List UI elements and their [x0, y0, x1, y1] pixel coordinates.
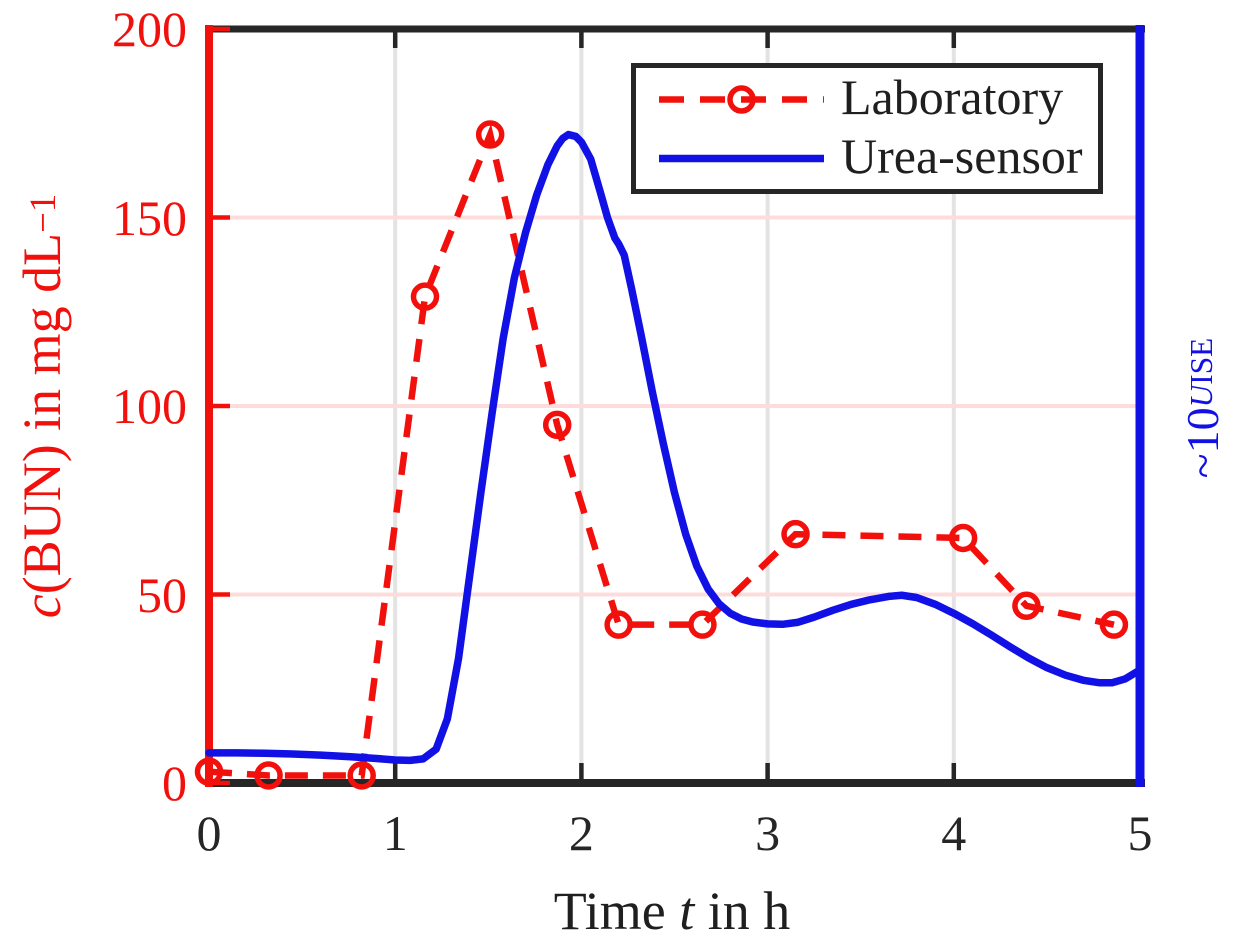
- y-tick-label-left: 0: [162, 755, 187, 811]
- legend-swatch-urea-sensor-solid-line: [659, 154, 824, 162]
- laboratory-marker: [542, 410, 572, 440]
- right-axis-title: ~10 U ISE: [1174, 258, 1230, 558]
- y-tick-label-left: 50: [137, 566, 187, 623]
- x-tick-label: 2: [568, 805, 594, 861]
- x-axis-title-variable: t: [679, 881, 695, 941]
- x-axis-title: Time t in h: [554, 880, 791, 941]
- x-axis-title-pre: Time: [553, 881, 680, 941]
- laboratory-marker: [347, 761, 376, 790]
- laboratory-marker: [948, 523, 978, 553]
- x-axis-title-post: in h: [694, 881, 791, 941]
- laboratory-marker: [1099, 610, 1129, 639]
- urea-sensor-line: [205, 130, 1144, 765]
- right-axis-title-pre: ~10: [1176, 407, 1228, 479]
- x-tick-label: 3: [755, 805, 781, 861]
- laboratory-line: [208, 123, 1115, 779]
- legend: Laboratory Urea-sensor: [631, 63, 1103, 194]
- legend-label-laboratory: Laboratory: [841, 69, 1064, 125]
- x-tick-label: 5: [1127, 805, 1153, 861]
- y-tick-label-left: 150: [112, 189, 187, 246]
- laboratory-marker: [475, 120, 505, 149]
- laboratory-marker: [781, 519, 810, 549]
- legend-swatch-laboratory-dashed-line: [659, 84, 824, 114]
- legend-label-urea-sensor: Urea-sensor: [841, 128, 1083, 184]
- y-tick-label-left: 100: [112, 378, 187, 434]
- laboratory-marker: [1012, 591, 1041, 621]
- y-tick-label-left: 200: [112, 1, 187, 57]
- x-tick-label: 1: [382, 805, 408, 861]
- legend-item-urea-sensor: Urea-sensor: [654, 129, 1098, 188]
- legend-item-laboratory: Laboratory: [654, 70, 1098, 129]
- laboratory-marker: [194, 757, 224, 786]
- laboratory-marker: [688, 610, 717, 639]
- right-axis-title-exponent: U: [1184, 384, 1219, 408]
- x-tick-label: 4: [941, 805, 967, 861]
- laboratory-marker: [254, 761, 283, 790]
- right-axis-title-subscript: ISE: [1184, 337, 1219, 385]
- laboratory-marker: [410, 282, 440, 311]
- x-tick-label: 0: [196, 805, 222, 861]
- laboratory-marker: [604, 610, 633, 639]
